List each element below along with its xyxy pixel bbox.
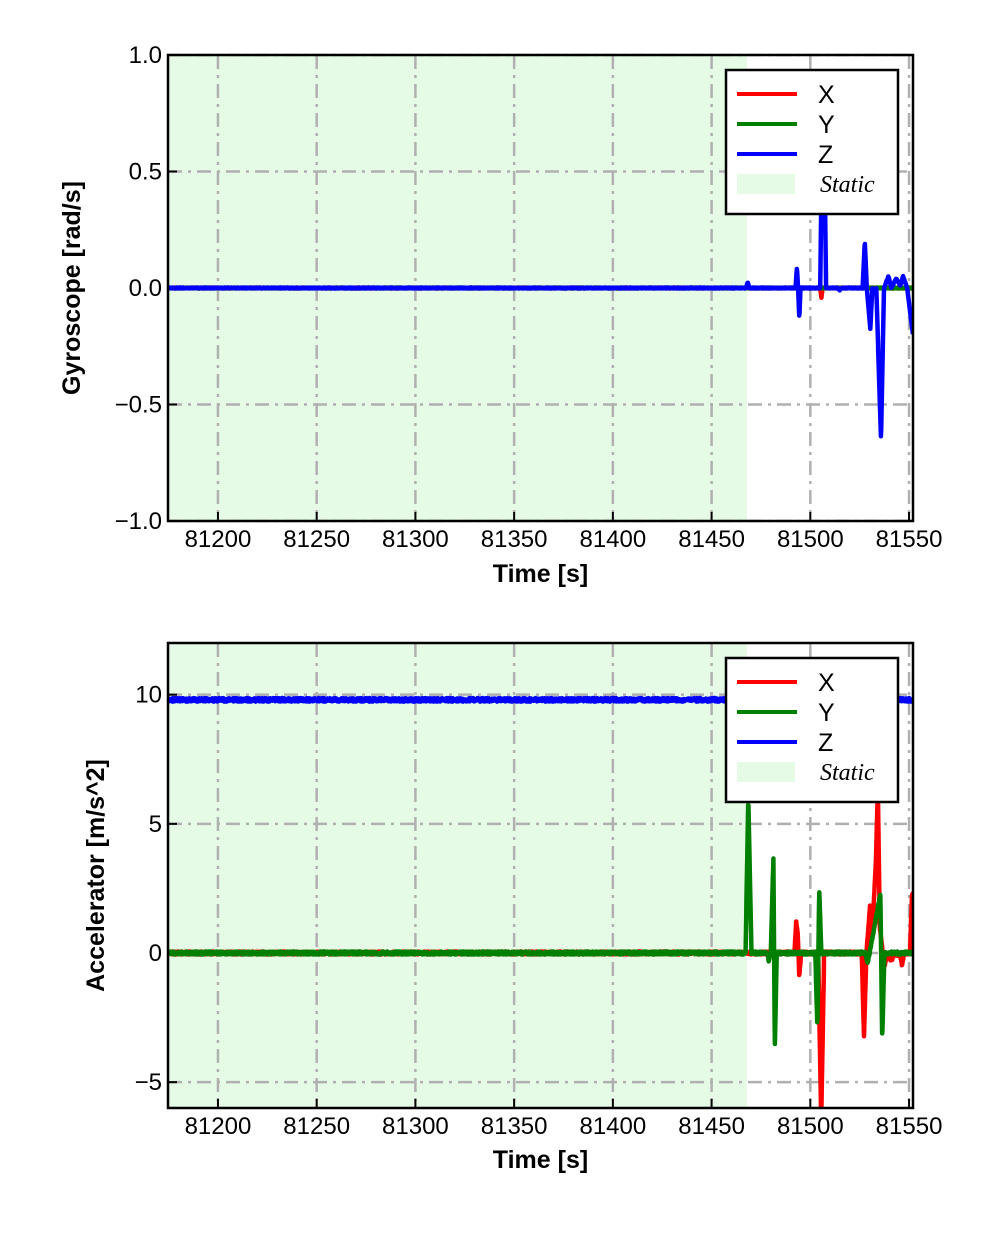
x-tick-label: 81350: [481, 526, 548, 553]
y-axis-label: Gyroscope [rad/s]: [58, 181, 86, 395]
x-tick-label: 81500: [777, 1113, 844, 1140]
legend-label: Static: [820, 760, 875, 786]
axes-frame: [166, 641, 915, 1110]
y-tick-label: 0.5: [129, 159, 162, 186]
y-tick-label: 0: [149, 940, 162, 967]
x-tick-label: 81550: [876, 1113, 943, 1140]
axes-frame: [166, 53, 915, 523]
y-tick-label: 0.0: [129, 275, 162, 302]
gyro-axes: 81200 81250 81300 81350 81400 81450 81500 81550…: [58, 42, 942, 588]
y-tick-label: −5: [135, 1069, 162, 1096]
x-tick-label: 81200: [185, 1113, 252, 1140]
legend-label: Z: [818, 729, 833, 757]
x-tick-label: 81400: [579, 526, 646, 553]
x-tick-label: 81550: [876, 526, 943, 553]
legend: XYZ Static: [724, 68, 900, 216]
x-axis-label: Time [s]: [493, 1146, 588, 1174]
y-tick-label: 10: [135, 682, 162, 709]
series-line-y: [168, 802, 913, 1047]
static-region: [168, 643, 748, 1108]
series-line-z: [168, 157, 913, 439]
x-tick-label: 81350: [481, 1113, 548, 1140]
x-tick-label: 81250: [283, 1113, 350, 1140]
x-tick-label: 81500: [777, 526, 844, 553]
series-group: [168, 157, 913, 439]
legend-label: Y: [818, 699, 835, 727]
y-tick-label: 5: [149, 811, 162, 838]
legend-label: Static: [820, 172, 875, 198]
y-tick-label: −0.5: [115, 392, 162, 419]
x-tick-label: 81300: [382, 526, 449, 553]
x-tick-label: 81200: [185, 526, 252, 553]
legend-label: Y: [818, 111, 835, 139]
legend: XYZ Static: [724, 656, 900, 804]
legend-label: Z: [818, 141, 833, 169]
x-tick-label: 81450: [678, 526, 745, 553]
legend-swatch-static: [737, 762, 795, 782]
y-tick-label: 1.0: [129, 42, 162, 69]
legend-label: X: [818, 669, 835, 697]
x-tick-label: 81250: [283, 526, 350, 553]
x-axis-label: Time [s]: [493, 560, 588, 588]
accel-axes: 81200 81250 81300 81350 81400 81450 81500 81550…: [82, 641, 943, 1174]
x-tick-label: 81450: [678, 1113, 745, 1140]
x-tick-label: 81400: [579, 1113, 646, 1140]
y-axis-label: Accelerator [m/s^2]: [82, 759, 110, 992]
legend-swatch-static: [737, 174, 795, 194]
legend-label: X: [818, 81, 835, 109]
x-tick-label: 81300: [382, 1113, 449, 1140]
y-tick-label: −1.0: [115, 508, 162, 535]
